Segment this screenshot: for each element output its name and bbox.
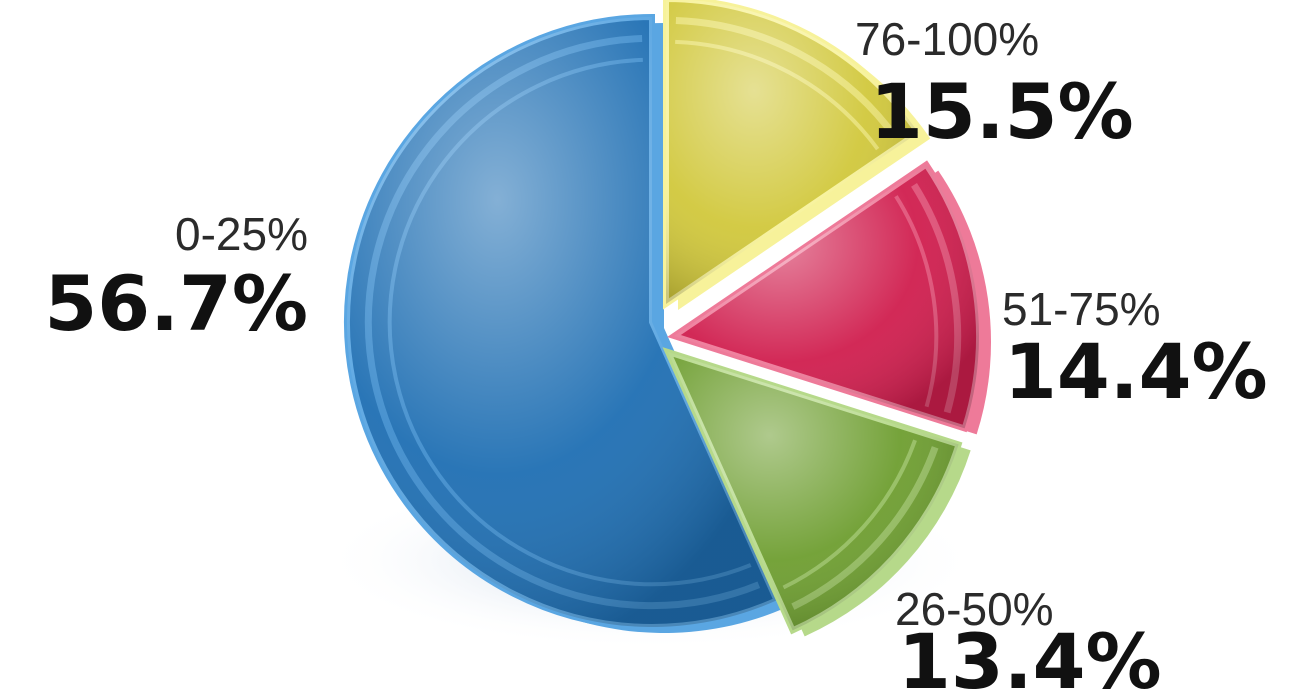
slice-51-75 <box>667 160 992 435</box>
slice-0-25-category-label: 0-25% <box>175 208 308 260</box>
slice-76-100-category-label: 76-100% <box>855 13 1039 65</box>
slice-76-100-value-label: 15.5% <box>870 67 1134 156</box>
slice-76-100-shine <box>666 0 919 304</box>
slice-0-25 <box>344 13 789 634</box>
slice-26-50 <box>662 347 971 637</box>
slice-51-75-shine <box>674 164 979 429</box>
slice-26-50-shine <box>668 352 959 631</box>
pie-slices <box>344 0 992 637</box>
slice-51-75-category-label: 51-75% <box>1002 283 1161 335</box>
slice-labels: 0-25%56.7% 76-100%15.5% 51-75%14.4% 26-50%1… <box>44 13 1267 689</box>
slice-26-50-value-label: 13.4% <box>898 617 1162 689</box>
slice-0-25-shine <box>346 17 777 628</box>
slice-51-75-value-label: 14.4% <box>1004 327 1268 416</box>
slice-76-100 <box>663 0 931 310</box>
slice-0-25-value-label: 56.7% <box>44 259 308 348</box>
slice-26-50-category-label: 26-50% <box>895 583 1054 635</box>
